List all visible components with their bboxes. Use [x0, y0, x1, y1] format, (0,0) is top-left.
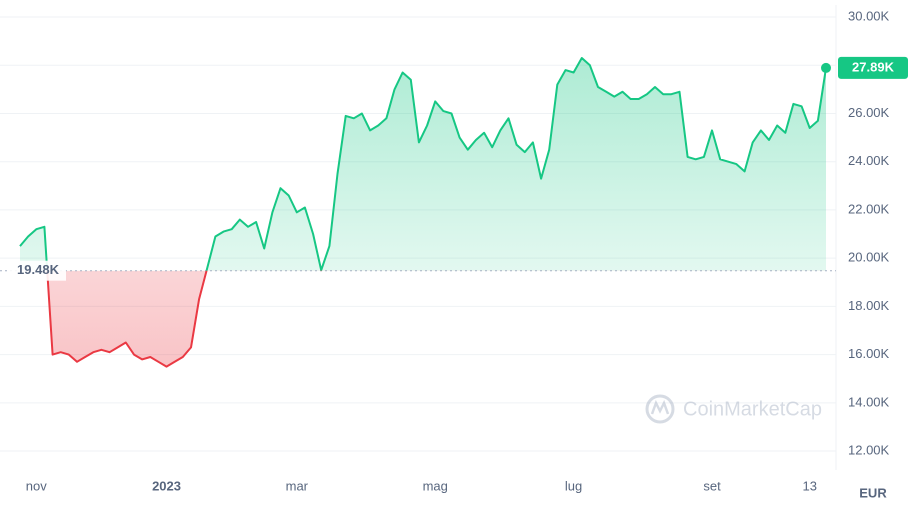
baseline-label-box	[10, 260, 66, 281]
currency-label: EUR	[859, 485, 887, 500]
x-tick-label: 13	[802, 478, 816, 493]
y-tick-label: 22.00K	[848, 201, 890, 216]
y-tick-label: 12.00K	[848, 442, 890, 457]
watermark: CoinMarketCap	[645, 394, 822, 424]
x-tick-label: lug	[565, 478, 582, 493]
y-tick-label: 18.00K	[848, 298, 890, 313]
y-tick-label: 14.00K	[848, 394, 890, 409]
price-line-down	[46, 270, 323, 368]
area-below	[20, 270, 826, 367]
last-label: 27.89K	[852, 59, 895, 74]
y-tick-label: 24.00K	[848, 153, 890, 168]
x-tick-label: set	[703, 478, 721, 493]
x-tick-label: mag	[423, 478, 448, 493]
last-label-box	[838, 56, 908, 79]
y-tick-label: 30.00K	[848, 8, 890, 23]
price-line-up	[19, 57, 827, 271]
watermark-text: CoinMarketCap	[683, 398, 822, 420]
x-tick-label: 2023	[152, 478, 181, 493]
y-tick-label: 16.00K	[848, 346, 890, 361]
baseline-label: 19.48K	[17, 262, 60, 277]
y-tick-label: 20.00K	[848, 250, 890, 265]
x-tick-label: nov	[26, 478, 47, 493]
y-tick-label: 26.00K	[848, 105, 890, 120]
last-point	[821, 62, 831, 73]
area-above	[20, 58, 826, 271]
x-tick-label: mar	[286, 478, 309, 493]
